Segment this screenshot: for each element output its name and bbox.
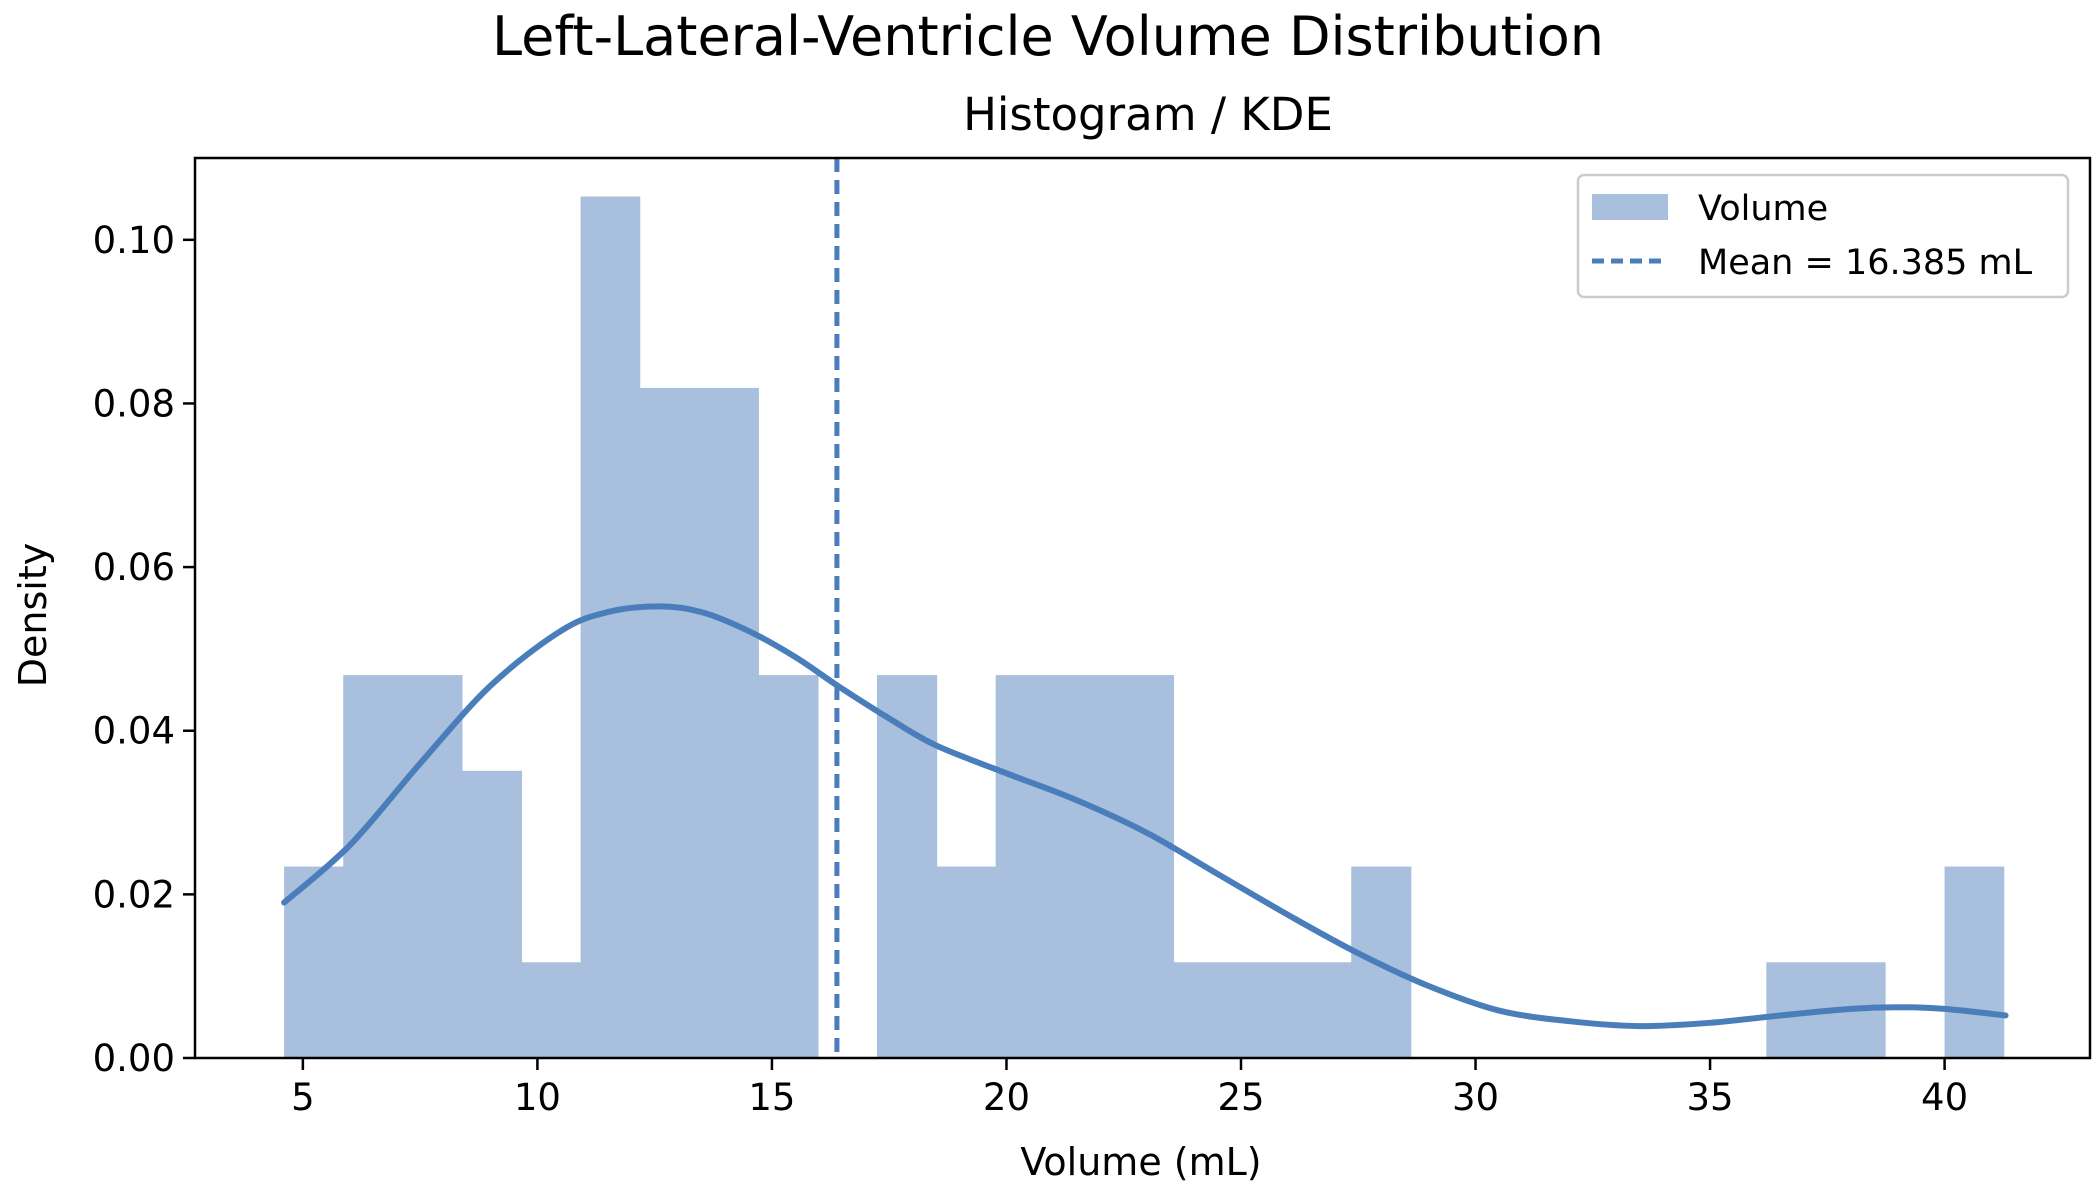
histogram-bar bbox=[1054, 675, 1115, 1058]
y-tick-label: 0.02 bbox=[93, 873, 175, 916]
histogram-bar bbox=[461, 770, 523, 1058]
histogram-bar bbox=[1292, 962, 1352, 1058]
x-tick-label: 5 bbox=[291, 1076, 315, 1119]
histogram-bar bbox=[758, 675, 819, 1058]
legend-label-mean: Mean = 16.385 mL bbox=[1698, 243, 2033, 283]
x-tick-label: 30 bbox=[1452, 1076, 1499, 1119]
legend-box bbox=[1576, 173, 2070, 299]
y-tick-label: 0.04 bbox=[93, 710, 175, 753]
histogram-bar bbox=[1173, 962, 1234, 1058]
x-tick-label: 40 bbox=[1921, 1076, 1968, 1119]
plot-frame bbox=[193, 156, 2092, 1060]
histogram-bar bbox=[936, 866, 997, 1058]
histogram-bar bbox=[699, 387, 759, 1058]
chart-subtitle: Histogram / KDE bbox=[963, 88, 1333, 141]
legend-swatch-volume bbox=[1592, 194, 1668, 220]
histogram-bar bbox=[580, 196, 641, 1058]
histogram-bar bbox=[402, 675, 463, 1058]
y-tick-label: 0.06 bbox=[93, 546, 175, 589]
y-tick-label: 0.10 bbox=[93, 219, 175, 262]
histogram-bar bbox=[343, 675, 404, 1058]
histogram-bar bbox=[1944, 866, 2005, 1058]
histogram-bar bbox=[995, 675, 1056, 1058]
x-tick-label: 35 bbox=[1687, 1076, 1734, 1119]
y-axis-label: Density bbox=[11, 543, 55, 687]
x-tick-label: 25 bbox=[1217, 1076, 1264, 1119]
histogram-bar bbox=[284, 866, 344, 1058]
x-tick-label: 10 bbox=[514, 1076, 561, 1119]
x-tick-label: 15 bbox=[748, 1076, 795, 1119]
x-axis-label: Volume (mL) bbox=[1020, 1140, 1261, 1184]
y-tick-label: 0.08 bbox=[93, 382, 175, 425]
x-tick-label: 20 bbox=[983, 1076, 1030, 1119]
legend: Volume Mean = 16.385 mL bbox=[1576, 173, 2070, 299]
legend-label-volume: Volume bbox=[1698, 189, 1828, 229]
histogram-bar bbox=[639, 387, 700, 1058]
histogram-bar bbox=[521, 962, 582, 1058]
chart-title: Left-Lateral-Ventricle Volume Distributi… bbox=[492, 5, 1604, 68]
histogram-bar bbox=[1114, 675, 1175, 1058]
histogram-bar bbox=[1233, 962, 1293, 1058]
plot-area: 5 10 15 20 25 30 35 40 0.00 0.02 0.04 0.06 0.08 0.10 bbox=[93, 156, 2092, 1119]
y-tick-label: 0.00 bbox=[93, 1037, 175, 1080]
kde-line bbox=[281, 603, 2009, 1030]
